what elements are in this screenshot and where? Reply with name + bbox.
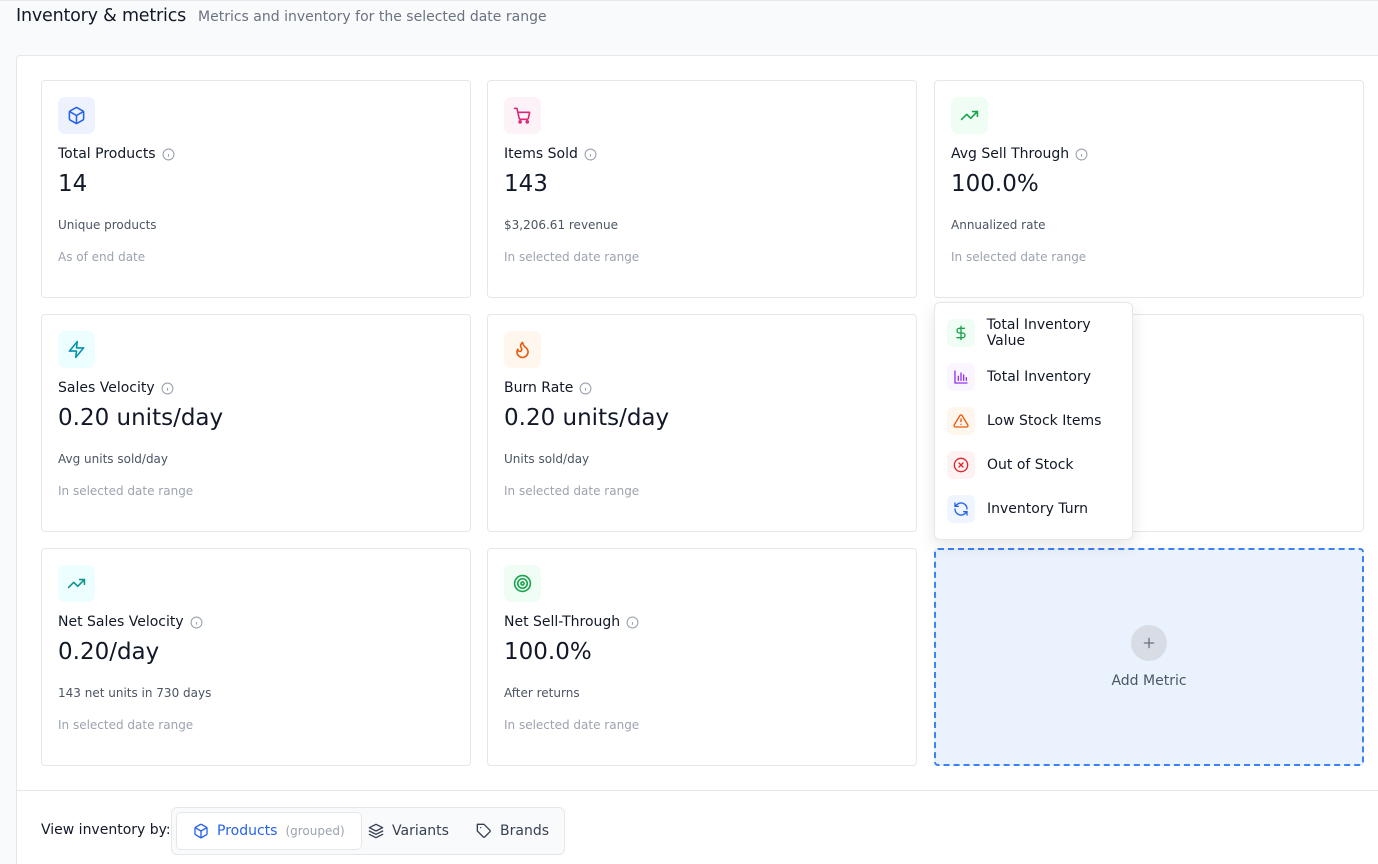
bar-chart-icon	[947, 363, 975, 391]
metric-card-total-products[interactable]: Total Products 14 Unique products As of …	[41, 80, 471, 298]
cart-icon	[504, 97, 541, 134]
metric-value: 100.0%	[951, 171, 1039, 197]
view-by-option-label: Variants	[392, 823, 449, 839]
alert-triangle-icon	[947, 407, 975, 435]
metric-value: 100.0%	[504, 639, 592, 665]
metric-description: After returns	[504, 686, 580, 700]
section-divider	[17, 790, 1378, 791]
metric-description: Annualized rate	[951, 218, 1046, 232]
layers-icon	[368, 823, 384, 839]
metric-title: Avg Sell Through	[951, 146, 1070, 162]
add-metric-label: Add Metric	[1111, 673, 1187, 689]
metric-card-burn-rate[interactable]: Burn Rate 0.20 units/day Units sold/day …	[487, 314, 917, 532]
metric-footnote: In selected date range	[504, 484, 640, 498]
metric-footnote: In selected date range	[951, 250, 1087, 264]
add-metric-button[interactable]: Add Metric	[934, 548, 1364, 766]
metric-card-sales-velocity[interactable]: Sales Velocity 0.20 units/day Avg units …	[41, 314, 471, 532]
metric-title: Total Products	[58, 146, 156, 162]
top-border	[0, 0, 1378, 1]
view-by-option-label: Products	[217, 823, 278, 839]
info-icon[interactable]	[579, 382, 592, 395]
package-icon	[194, 823, 208, 839]
metric-value: 0.20 units/day	[58, 405, 224, 431]
view-by-brands-button[interactable]: Brands	[460, 812, 565, 850]
info-icon[interactable]	[584, 148, 597, 161]
view-by-option-label: Brands	[500, 823, 549, 839]
metric-footnote: As of end date	[58, 250, 146, 264]
metric-description: Unique products	[58, 218, 157, 232]
metric-description: 143 net units in 730 days	[58, 686, 212, 700]
metric-card-net-sales-velocity[interactable]: Net Sales Velocity 0.20/day 143 net unit…	[41, 548, 471, 766]
page-title: Inventory & metrics	[16, 6, 187, 26]
metric-card-avg-sell-through[interactable]: Avg Sell Through 100.0% Annualized rate …	[934, 80, 1364, 298]
info-icon[interactable]	[161, 382, 174, 395]
metric-description: $3,206.61 revenue	[504, 218, 619, 232]
metric-card-net-sell-through[interactable]: Net Sell-Through 100.0% After returns In…	[487, 548, 917, 766]
info-icon[interactable]	[626, 616, 639, 629]
metric-value: 0.20/day	[58, 639, 160, 665]
refresh-icon	[947, 495, 975, 523]
x-circle-icon	[947, 451, 975, 479]
plus-icon	[1131, 625, 1167, 661]
metric-footnote: In selected date range	[504, 718, 640, 732]
view-by-label: View inventory by:	[41, 822, 171, 838]
menu-item-label: Inventory Turn	[987, 501, 1089, 517]
page-subtitle: Metrics and inventory for the selected d…	[198, 9, 547, 25]
metric-title: Net Sales Velocity	[58, 614, 184, 630]
metric-footnote: In selected date range	[58, 718, 194, 732]
view-by-products-button[interactable]: Products (grouped)	[176, 812, 362, 850]
info-icon[interactable]	[1075, 148, 1088, 161]
tag-icon	[476, 823, 491, 838]
metric-value: 14	[58, 171, 88, 197]
menu-item-out-of-stock[interactable]: Out of Stock	[935, 443, 1132, 487]
menu-item-label: Low Stock Items	[987, 413, 1102, 429]
info-icon[interactable]	[190, 616, 203, 629]
package-icon	[58, 97, 95, 134]
view-by-option-note: (grouped)	[285, 824, 345, 838]
menu-item-label: Out of Stock	[987, 457, 1074, 473]
menu-item-inventory-turn[interactable]: Inventory Turn	[935, 487, 1132, 531]
dollar-icon	[947, 319, 975, 347]
metric-title: Net Sell-Through	[504, 614, 621, 630]
target-icon	[504, 565, 541, 602]
metric-description: Avg units sold/day	[58, 452, 169, 466]
view-by-variants-button[interactable]: Variants	[352, 812, 465, 850]
page-header: Inventory & metrics Metrics and inventor…	[16, 6, 547, 26]
metric-value: 0.20 units/day	[504, 405, 670, 431]
menu-item-low-stock-items[interactable]: Low Stock Items	[935, 399, 1132, 443]
metric-description: Units sold/day	[504, 452, 590, 466]
metric-footnote: In selected date range	[504, 250, 640, 264]
add-metric-dropdown: Total Inventory Value Total Inventory Lo…	[934, 302, 1133, 540]
menu-item-label: Total Inventory	[987, 369, 1092, 385]
zap-icon	[58, 331, 95, 368]
info-icon[interactable]	[162, 148, 175, 161]
metric-title: Items Sold	[504, 146, 578, 162]
metric-footnote: In selected date range	[58, 484, 194, 498]
metric-value: 143	[504, 171, 548, 197]
metric-title: Burn Rate	[504, 380, 574, 396]
trending-up-icon	[58, 565, 95, 602]
metric-card-items-sold[interactable]: Items Sold 143 $3,206.61 revenue In sele…	[487, 80, 917, 298]
metric-title: Sales Velocity	[58, 380, 155, 396]
menu-item-label: Total Inventory Value	[986, 317, 1091, 349]
flame-icon	[504, 331, 541, 368]
menu-item-total-inventory-value[interactable]: Total Inventory Value	[935, 311, 1132, 355]
view-by-toggle: Products (grouped) Variants Brands	[171, 807, 565, 855]
trending-up-icon	[951, 97, 988, 134]
menu-item-total-inventory[interactable]: Total Inventory	[935, 355, 1132, 399]
